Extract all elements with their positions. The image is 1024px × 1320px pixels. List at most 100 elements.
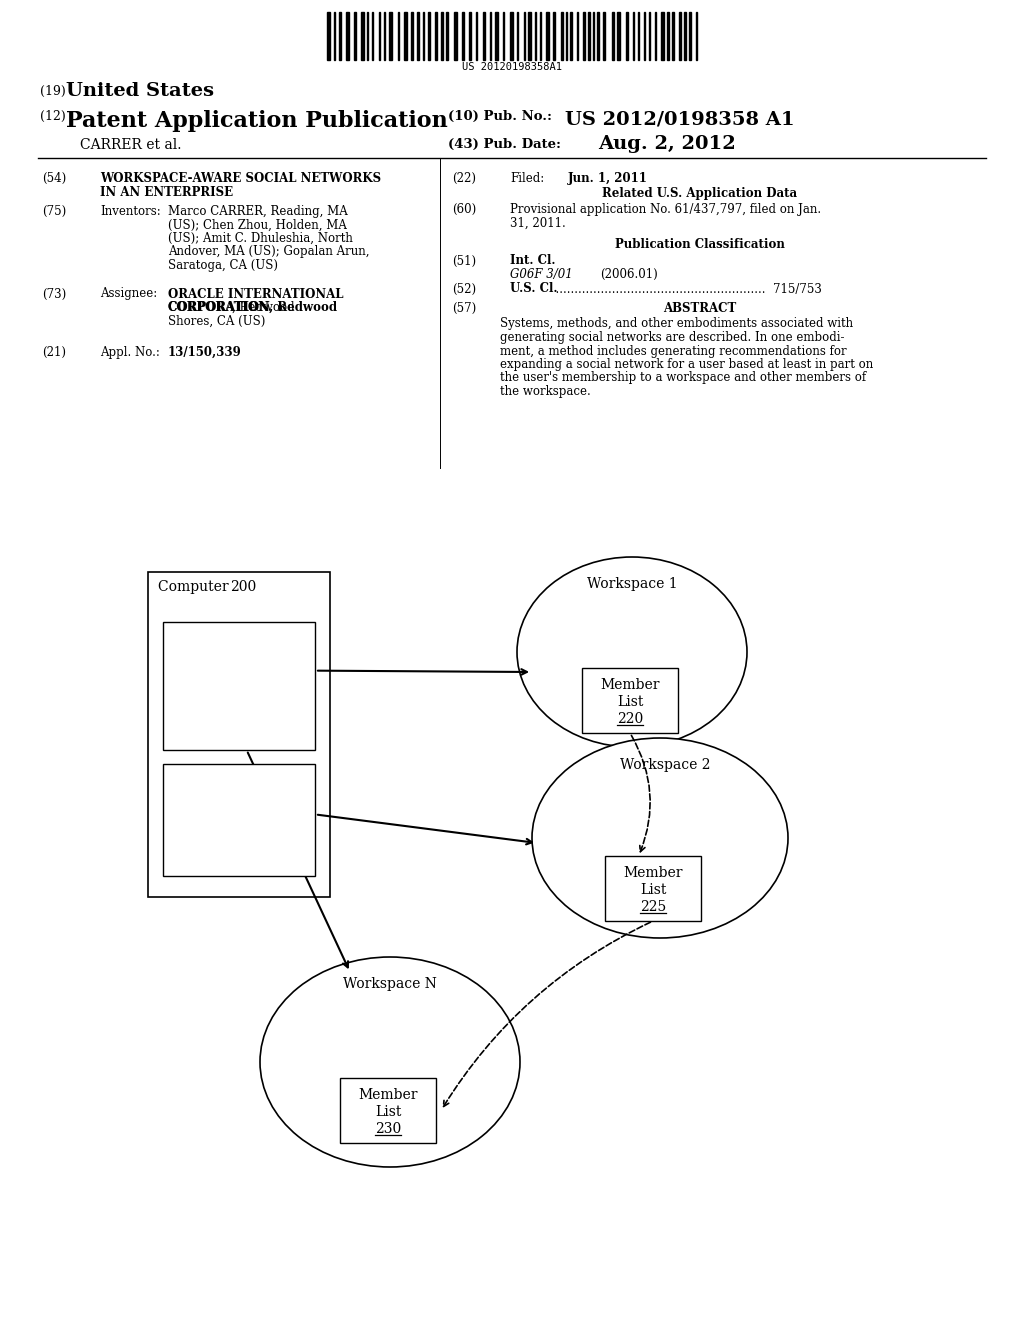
Text: Inventors:: Inventors: xyxy=(100,205,161,218)
Text: the workspace.: the workspace. xyxy=(500,385,591,399)
Text: ABSTRACT: ABSTRACT xyxy=(664,302,736,315)
Bar xyxy=(428,12,430,59)
Text: 220: 220 xyxy=(616,711,643,726)
Text: US 20120198358A1: US 20120198358A1 xyxy=(462,62,562,73)
Text: Member
List: Member List xyxy=(358,1088,418,1119)
Text: Shores, CA (US): Shores, CA (US) xyxy=(168,314,265,327)
Bar xyxy=(462,12,464,59)
Bar xyxy=(148,572,330,898)
Text: CORPORATION, Redwood: CORPORATION, Redwood xyxy=(168,301,337,314)
Text: U.S. Cl.: U.S. Cl. xyxy=(510,282,557,296)
Text: 210: 210 xyxy=(226,708,252,722)
Text: CORPORATION: CORPORATION xyxy=(168,301,270,314)
Text: Publication Classification: Publication Classification xyxy=(615,238,785,251)
Bar xyxy=(483,12,485,59)
Bar xyxy=(510,12,513,59)
Bar xyxy=(339,12,341,59)
Bar xyxy=(528,12,531,59)
Bar xyxy=(684,12,686,59)
Text: (43) Pub. Date:: (43) Pub. Date: xyxy=(449,139,561,150)
Bar xyxy=(553,12,555,59)
Text: 225: 225 xyxy=(640,900,667,913)
Text: (21): (21) xyxy=(42,346,66,359)
Text: (2006.01): (2006.01) xyxy=(600,268,657,281)
Text: (22): (22) xyxy=(452,172,476,185)
Bar xyxy=(546,12,549,59)
Bar xyxy=(441,12,443,59)
Text: 31, 2011.: 31, 2011. xyxy=(510,216,565,230)
Bar xyxy=(570,12,572,59)
Text: Social
Network
Application: Social Network Application xyxy=(199,640,280,689)
Text: 13/150,339: 13/150,339 xyxy=(168,346,242,359)
Text: (52): (52) xyxy=(452,282,476,296)
Text: Saratoga, CA (US): Saratoga, CA (US) xyxy=(168,259,278,272)
Bar xyxy=(495,12,498,59)
Bar xyxy=(411,12,413,59)
Ellipse shape xyxy=(260,957,520,1167)
Bar xyxy=(163,764,315,876)
Bar xyxy=(346,12,349,59)
Text: (US); Chen Zhou, Holden, MA: (US); Chen Zhou, Holden, MA xyxy=(168,219,347,231)
Text: (60): (60) xyxy=(452,203,476,216)
Text: Related U.S. Application Data: Related U.S. Application Data xyxy=(602,187,798,201)
Bar xyxy=(603,12,605,59)
Text: Member
List: Member List xyxy=(600,678,659,709)
Bar xyxy=(612,12,614,59)
Bar xyxy=(340,1078,436,1143)
Text: Filed:: Filed: xyxy=(510,172,544,185)
Text: (51): (51) xyxy=(452,255,476,268)
Text: Recommm.
Module: Recommm. Module xyxy=(200,781,279,814)
Text: 215: 215 xyxy=(226,832,252,846)
Bar xyxy=(626,12,628,59)
Bar xyxy=(561,12,563,59)
Text: Systems, methods, and other embodiments associated with: Systems, methods, and other embodiments … xyxy=(500,318,853,330)
Bar xyxy=(588,12,590,59)
Bar xyxy=(361,12,364,59)
Text: , Redwood: , Redwood xyxy=(231,301,295,314)
Text: Appl. No.:: Appl. No.: xyxy=(100,346,160,359)
Text: CARRER et al.: CARRER et al. xyxy=(80,139,181,152)
Bar xyxy=(435,12,437,59)
Text: (12): (12) xyxy=(40,110,66,123)
Text: 200: 200 xyxy=(230,579,256,594)
Ellipse shape xyxy=(517,557,746,747)
Text: Computer: Computer xyxy=(158,579,233,594)
Text: generating social networks are described. In one embodi-: generating social networks are described… xyxy=(500,331,845,345)
Text: United States: United States xyxy=(66,82,214,100)
Bar xyxy=(679,12,681,59)
Text: ........................................................  715/753: ........................................… xyxy=(548,282,822,296)
Text: Provisional application No. 61/437,797, filed on Jan.: Provisional application No. 61/437,797, … xyxy=(510,203,821,216)
Text: Member
List: Member List xyxy=(624,866,683,898)
Text: Andover, MA (US); Gopalan Arun,: Andover, MA (US); Gopalan Arun, xyxy=(168,246,370,259)
Text: Marco CARRER, Reading, MA: Marco CARRER, Reading, MA xyxy=(168,205,348,218)
Bar xyxy=(597,12,599,59)
Bar xyxy=(672,12,674,59)
Text: ORACLE INTERNATIONAL: ORACLE INTERNATIONAL xyxy=(168,288,343,301)
Text: G06F 3/01: G06F 3/01 xyxy=(510,268,572,281)
Text: (75): (75) xyxy=(42,205,67,218)
Text: Jun. 1, 2011: Jun. 1, 2011 xyxy=(568,172,648,185)
Text: IN AN ENTERPRISE: IN AN ENTERPRISE xyxy=(100,186,233,198)
Bar xyxy=(389,12,392,59)
Bar xyxy=(404,12,407,59)
Bar xyxy=(327,12,330,59)
Text: (57): (57) xyxy=(452,302,476,315)
Bar xyxy=(605,855,701,921)
Bar xyxy=(469,12,471,59)
Text: ment, a method includes generating recommendations for: ment, a method includes generating recom… xyxy=(500,345,847,358)
Text: (US); Amit C. Dhuleshia, North: (US); Amit C. Dhuleshia, North xyxy=(168,232,353,246)
Bar xyxy=(662,12,664,59)
Bar xyxy=(617,12,620,59)
Text: Workspace N: Workspace N xyxy=(343,977,437,991)
Text: (10) Pub. No.:: (10) Pub. No.: xyxy=(449,110,552,123)
Bar xyxy=(446,12,449,59)
Ellipse shape xyxy=(532,738,788,939)
Text: 230: 230 xyxy=(375,1122,401,1137)
Text: (54): (54) xyxy=(42,172,67,185)
Bar xyxy=(667,12,669,59)
Text: Int. Cl.: Int. Cl. xyxy=(510,255,555,268)
Bar xyxy=(354,12,356,59)
Text: Workspace 2: Workspace 2 xyxy=(620,758,711,772)
Text: Workspace 1: Workspace 1 xyxy=(587,577,677,591)
Text: (19): (19) xyxy=(40,84,66,98)
